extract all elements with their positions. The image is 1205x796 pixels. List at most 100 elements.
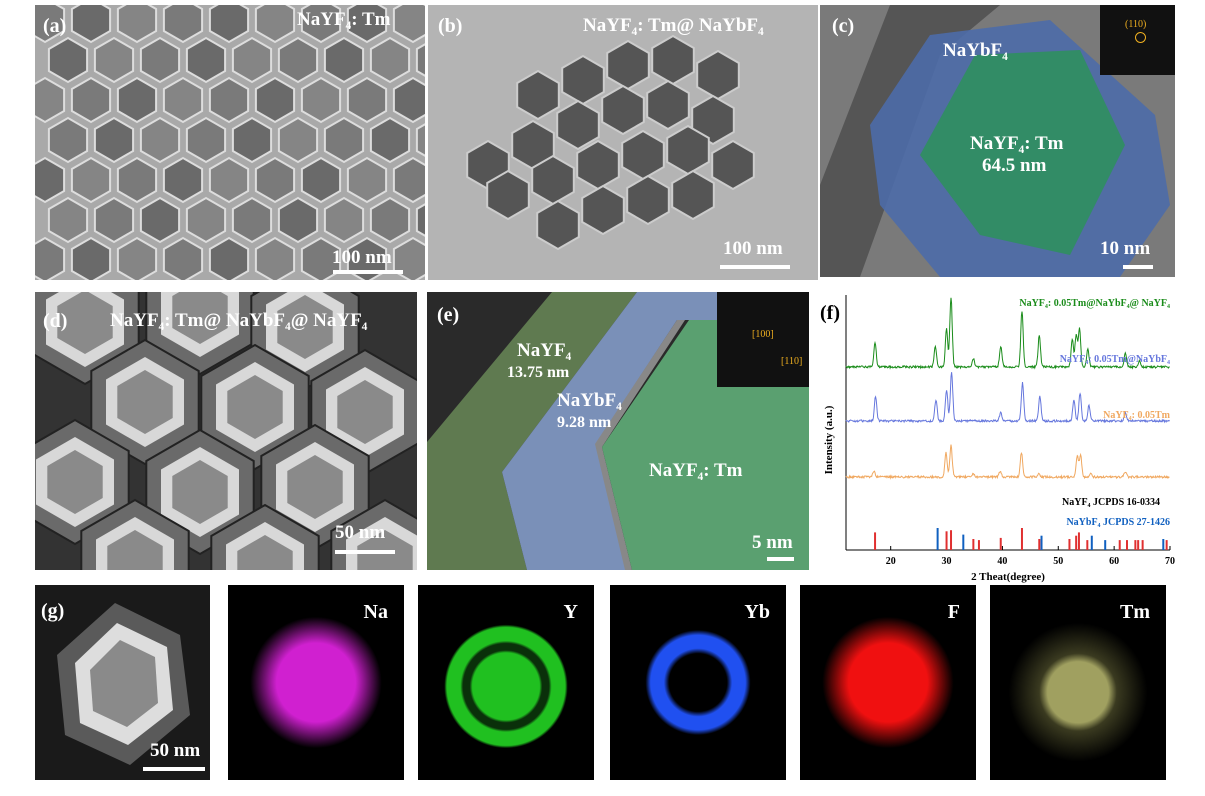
nanoparticle xyxy=(622,131,664,179)
scale-bar xyxy=(767,557,794,561)
panel-d-haadf-image: (d) NaYF₄: Tm@ NaYbF₄@ NaYF₄ 50 nm xyxy=(35,292,417,570)
sample-label: NaYF₄: Tm@ NaYbF₄@ NaYF₄ xyxy=(110,310,367,332)
series-label: NaYF₄: 0.05Tm xyxy=(1103,410,1171,421)
nanoparticle xyxy=(256,78,294,122)
fft-inset: [100] [110] xyxy=(717,292,809,387)
nanoparticle xyxy=(562,56,604,104)
scale-bar-label: 100 nm xyxy=(332,247,392,269)
scale-bar xyxy=(1123,265,1153,269)
x-tick-label: 30 xyxy=(942,556,952,567)
panel-g-haadf-image: (g) 50 nm xyxy=(35,585,210,780)
nanoparticle xyxy=(325,118,363,162)
reference-label: NaYbF₄ JCPDS 27-1426 xyxy=(1066,517,1170,528)
nanoparticle xyxy=(325,198,363,242)
panel-c-hrtem-image: (c) NaYbF₄ NaYF₄: Tm 64.5 nm (110) 10 nm xyxy=(820,5,1175,277)
xrd-trace xyxy=(846,445,1169,478)
fft-index-label: (110) xyxy=(1125,19,1146,30)
nanoparticle xyxy=(164,238,202,280)
nanoparticle xyxy=(627,176,669,224)
series-label: NaYF₄: 0.05Tm@NaYbF₄ xyxy=(1060,354,1170,365)
nanoparticle xyxy=(49,198,87,242)
fft-inset: (110) xyxy=(1100,5,1175,75)
nanoparticle xyxy=(164,158,202,202)
nanoparticle xyxy=(557,101,599,149)
nanoparticle xyxy=(672,171,714,219)
nanoparticle xyxy=(164,5,202,42)
panel-label: (g) xyxy=(41,600,64,623)
outer-shell-thickness: 13.75 nm xyxy=(507,364,569,382)
nanoparticle xyxy=(72,158,110,202)
shell-label: NaYbF₄ xyxy=(943,40,1008,62)
nanoparticle xyxy=(187,38,225,82)
scale-bar xyxy=(720,265,790,269)
nanoparticle xyxy=(417,118,425,162)
y-axis-label: Intensity (a.u.) xyxy=(823,405,835,474)
element-label: Tm xyxy=(1120,601,1150,624)
nanoparticle xyxy=(517,71,559,119)
core-label: NaYF₄: Tm xyxy=(649,460,742,482)
panel-label: (b) xyxy=(438,15,462,38)
nanoparticle xyxy=(210,158,248,202)
nanoparticle xyxy=(279,198,317,242)
nanoparticle xyxy=(95,198,133,242)
nanoparticle xyxy=(210,78,248,122)
nanoparticle xyxy=(187,198,225,242)
nanoparticle xyxy=(141,118,179,162)
scale-bar xyxy=(143,767,205,771)
nanoparticle xyxy=(118,78,156,122)
nanoparticle xyxy=(233,38,271,82)
nanoparticle xyxy=(647,81,689,129)
nanoparticle xyxy=(302,78,340,122)
nanoparticle-array xyxy=(35,5,425,280)
nanoparticle xyxy=(652,36,694,84)
nanoparticle xyxy=(394,5,425,42)
nanoparticle xyxy=(72,5,110,42)
nanoparticle xyxy=(233,198,271,242)
x-tick-label: 20 xyxy=(886,556,896,567)
nanoparticle xyxy=(95,38,133,82)
nanoparticle xyxy=(602,86,644,134)
fft-label-110: [110] xyxy=(781,356,802,367)
x-tick-label: 40 xyxy=(997,556,1007,567)
nanoparticle xyxy=(371,198,409,242)
scale-bar-label: 100 nm xyxy=(723,238,783,260)
fft-circle xyxy=(1135,32,1146,43)
nanoparticle xyxy=(302,158,340,202)
nanoparticle xyxy=(72,238,110,280)
nanoparticle xyxy=(256,238,294,280)
nanoparticle xyxy=(49,38,87,82)
panel-label: (a) xyxy=(43,15,66,38)
nanoparticle xyxy=(49,118,87,162)
sample-label: NaYF₄: Tm@ NaYbF₄ xyxy=(583,15,764,37)
element-label: F xyxy=(948,601,960,624)
x-tick-label: 70 xyxy=(1165,556,1175,567)
eds-map-y: Y xyxy=(418,585,594,780)
nanoparticle xyxy=(118,238,156,280)
eds-map-f: F xyxy=(800,585,976,780)
nanoparticle xyxy=(279,118,317,162)
nanoparticle xyxy=(279,38,317,82)
nanoparticle xyxy=(712,141,754,189)
nanoparticle xyxy=(256,158,294,202)
nanoparticle xyxy=(256,5,294,42)
nanoparticle xyxy=(118,158,156,202)
x-tick-label: 60 xyxy=(1109,556,1119,567)
nanoparticle xyxy=(141,38,179,82)
middle-shell-label: NaYbF₄ xyxy=(557,390,622,412)
eds-map-na: Na xyxy=(228,585,404,780)
nanoparticle xyxy=(118,5,156,42)
nanoparticle xyxy=(210,238,248,280)
xrd-plot: 20 30 40 50 60 70 2 Theat(degree) Intensity (a.… xyxy=(820,290,1205,590)
panel-label: (c) xyxy=(832,15,854,38)
eds-map-tm: Tm xyxy=(990,585,1166,780)
nanoparticle xyxy=(371,118,409,162)
outer-shell-label: NaYF₄ xyxy=(517,340,571,362)
scale-bar xyxy=(335,550,395,554)
panel-a-tem-image: (a) NaYF₄: Tm 100 nm xyxy=(35,5,425,280)
nanoparticle xyxy=(394,158,425,202)
nanoparticle xyxy=(417,198,425,242)
nanoparticle xyxy=(697,51,739,99)
nanoparticle xyxy=(233,118,271,162)
scale-bar-label: 50 nm xyxy=(150,740,200,762)
scale-bar-label: 5 nm xyxy=(752,532,793,554)
